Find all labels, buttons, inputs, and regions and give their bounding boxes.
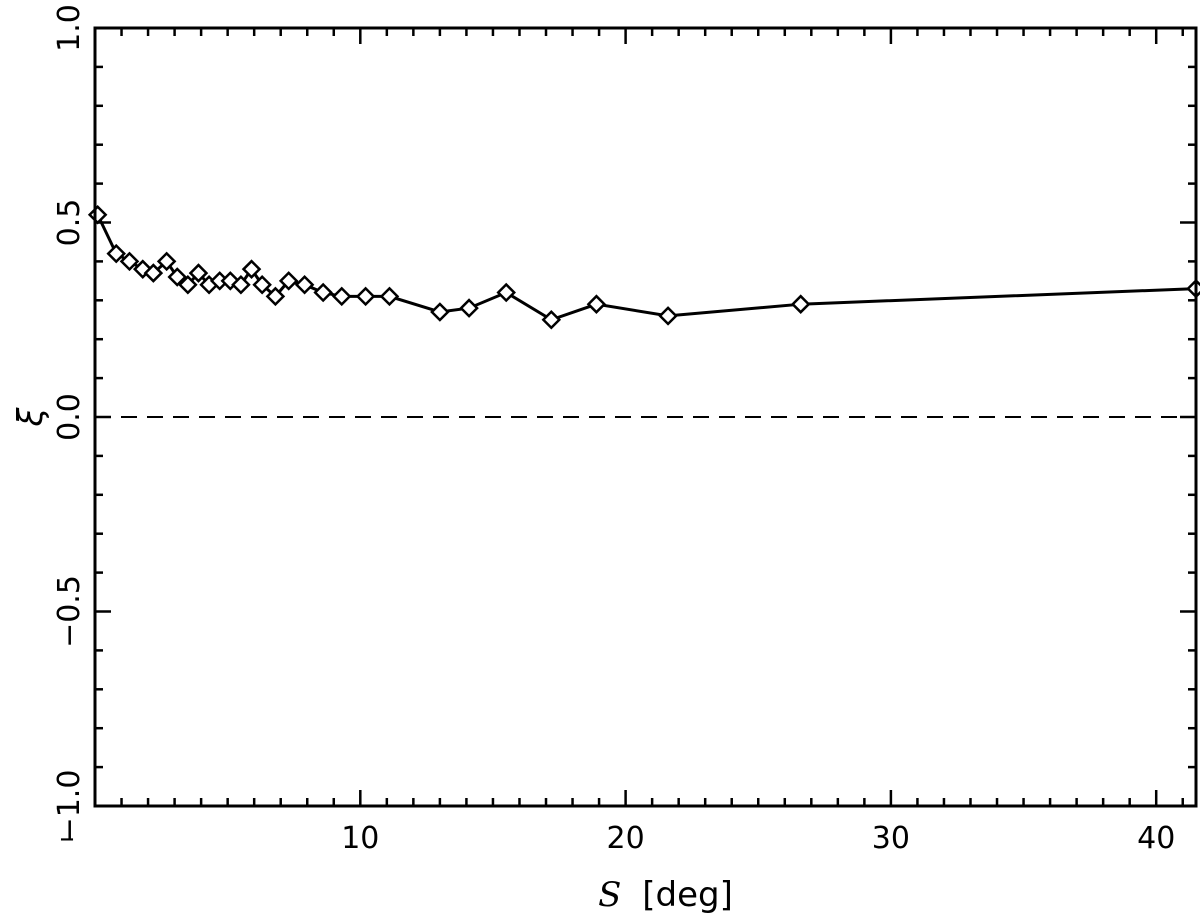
data-point-marker <box>87 204 108 225</box>
data-point-marker <box>167 267 188 287</box>
data-point-marker <box>586 294 607 314</box>
data-point-marker <box>541 309 562 330</box>
data-point-marker <box>278 271 299 291</box>
data-point-marker <box>265 286 286 307</box>
data-point-marker <box>430 302 450 322</box>
y-tick-label: −1.0 <box>52 770 87 843</box>
data-point-marker <box>156 251 177 272</box>
data-point-marker <box>313 282 333 303</box>
data-point-marker <box>496 282 516 303</box>
series-line <box>96 214 1197 322</box>
data-point-marker <box>790 294 811 314</box>
x-tick-label: 30 <box>872 821 910 856</box>
data-point-marker <box>379 286 400 307</box>
data-point-marker <box>658 306 678 326</box>
data-point-marker <box>143 263 164 283</box>
y-tick-label: −0.5 <box>52 575 87 648</box>
data-point-marker <box>188 263 209 283</box>
data-point-marker <box>294 274 315 295</box>
data-point-marker <box>119 251 140 272</box>
y-axis-label: ξ <box>11 406 51 427</box>
data-point-marker <box>231 274 251 295</box>
x-axis-label: S [deg] <box>598 875 733 915</box>
series-layer <box>87 204 1200 330</box>
x-tick-label: 20 <box>607 821 645 856</box>
x-tick-label: 40 <box>1137 821 1175 856</box>
data-point-marker <box>252 274 272 295</box>
x-axis-unit: [deg] <box>642 875 733 915</box>
data-point-marker <box>241 259 262 279</box>
tick-labels: – 10 20 30 40 −1.0 −0.5 0.0 0.5 1.0 <box>52 4 1175 856</box>
data-point-marker <box>459 298 479 318</box>
y-tick-label: 1.0 <box>52 4 87 52</box>
data-point-marker <box>355 286 376 307</box>
x-tick-label: 10 <box>341 821 379 856</box>
data-point-marker <box>331 286 352 307</box>
x-axis-symbol: S <box>598 875 621 915</box>
plot-frame <box>93 26 1198 808</box>
y-tick-label: 0.0 <box>52 393 87 441</box>
data-point-marker <box>178 274 198 295</box>
data-point-marker <box>1186 278 1200 299</box>
y-tick-label: 0.5 <box>52 199 87 247</box>
data-point-marker <box>106 243 126 264</box>
x-tick-label: – <box>60 821 75 856</box>
